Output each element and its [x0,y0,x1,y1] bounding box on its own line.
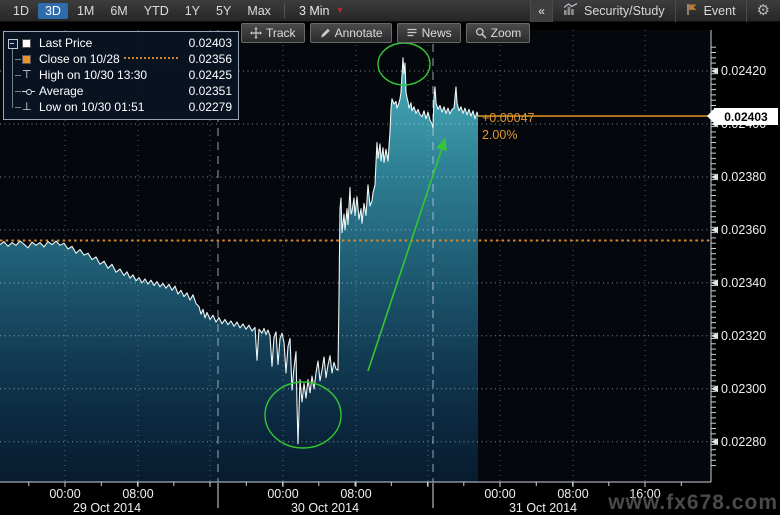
price-line [0,57,479,445]
legend-value: 0.02356 [188,52,232,66]
legend-collapse-icon[interactable] [8,39,18,49]
rally-change-value: +0.00047 [482,111,535,125]
magnifier-icon [475,27,487,39]
date-label: 29 Oct 2014 [73,501,141,514]
watermark: www.fx678.com [608,491,778,514]
button-label: News [421,26,452,40]
legend-label: High on 10/30 13:30 [39,68,148,82]
range-button-5y[interactable]: 5Y [216,3,232,18]
y-tick-label: 0.02340 [721,276,766,290]
event-button[interactable]: Event [674,0,746,22]
range-button-3d[interactable]: 3D [37,2,68,19]
chevron-double-left-icon: « [538,3,545,18]
x-tick-label: 00:00 [484,487,515,501]
x-tick-label: 16:00 [629,487,660,501]
orange-square-icon [22,54,36,64]
news-icon [406,27,418,39]
highlight-ellipse [264,381,342,449]
date-label: 31 Oct 2014 [509,501,577,514]
legend-row[interactable]: Close on 10/28 0.02356 [7,51,232,67]
white-square-icon [22,38,36,48]
y-tick-label: 0.02360 [721,223,766,237]
average-marker-icon [22,88,36,95]
range-button-6m[interactable]: 6M [110,3,128,18]
collapse-toolbar-button[interactable]: « [530,0,552,22]
button-label: Track [266,26,296,40]
area-fill [0,57,478,483]
flag-icon [686,3,698,19]
x-tick-label: 08:00 [557,487,588,501]
y-tick-label: 0.02280 [721,435,766,449]
event-label: Event [703,3,736,18]
y-tick-label: 0.02320 [721,329,766,343]
x-axis: 00:00 08:00 00:00 08:00 00:00 08:00 16:00 29 Oc… [28,482,682,514]
range-button-ytd[interactable]: YTD [143,3,169,18]
news-button[interactable]: News [396,23,461,43]
x-tick-label: 00:00 [267,487,298,501]
interval-dropdown[interactable]: 3 Min ▼ [290,4,354,18]
y-tick-label: 0.02420 [721,64,766,78]
legend-value: 0.02403 [188,36,232,50]
top-toolbar: 1D 3D 1M 6M YTD 1Y 5Y Max 3 Min ▼ « Security/St… [0,0,780,22]
legend-label: Low on 10/30 01:51 [39,100,145,114]
annotation-overlay [264,42,447,449]
range-button-max[interactable]: Max [247,3,271,18]
button-label: Zoom [490,26,522,40]
legend-row[interactable]: ⊤ High on 10/30 13:30 0.02425 [7,67,232,83]
legend-row[interactable]: Average 0.02351 [7,83,232,99]
trend-arrow [367,137,447,372]
chevron-down-icon: ▼ [335,5,345,15]
legend-tree-line [12,46,13,108]
track-button[interactable]: Track [241,23,305,43]
last-price-axis-badge: 0.02403 [707,108,778,125]
settings-button[interactable]: ⚙ [745,0,780,22]
dashed-line-sample [123,56,178,59]
legend-label: Average [39,84,84,98]
button-label: Annotate [334,26,383,40]
annotate-button[interactable]: Annotate [309,23,392,43]
legend-value: 0.02279 [188,100,232,114]
x-tick-label: 00:00 [49,487,80,501]
legend-panel: Last Price 0.02403 Close on 10/28 0.02356 ⊤ H… [3,31,239,120]
crosshair-icon [250,27,262,39]
pencil-icon [319,27,331,39]
x-tick-label: 08:00 [122,487,153,501]
interval-label: 3 Min [298,3,330,18]
highlight-ellipse [377,42,431,86]
y-tick-label: 0.02380 [721,170,766,184]
security-study-button[interactable]: Security/Study [551,0,675,22]
y-tick-label: 0.02300 [721,382,766,396]
legend-row[interactable]: ⊥ Low on 10/30 01:51 0.02279 [7,99,232,115]
security-study-label: Security/Study [583,3,665,18]
range-button-1m[interactable]: 1M [76,3,95,18]
rally-percent-value: 2.00% [482,128,518,142]
last-price-value: 0.02403 [724,109,768,124]
legend-label: Last Price [39,36,93,50]
bar-chart-icon [563,2,578,18]
legend-row[interactable]: Last Price 0.02403 [7,35,232,51]
legend-label: Close on 10/28 [39,52,120,66]
x-tick-label: 08:00 [340,487,371,501]
low-marker-icon: ⊥ [22,101,32,113]
legend-value: 0.02351 [188,84,232,98]
range-button-1d[interactable]: 1D [13,3,29,18]
high-marker-icon: ⊤ [22,69,32,81]
legend-value: 0.02425 [188,68,232,82]
y-axis: 0.02280 0.02300 0.02320 0.02340 0.02360 0.023… [711,46,766,467]
gear-icon: ⚙ [756,2,770,19]
chart-toolbar: Track Annotate News Zoom [241,23,531,43]
range-button-group: 1D 3D 1M 6M YTD 1Y 5Y Max [5,2,279,19]
date-label: 30 Oct 2014 [291,501,359,514]
zoom-button[interactable]: Zoom [465,23,531,43]
horizontal-gridlines [0,70,711,443]
rally-annotation: +0.00047 2.00% [482,110,534,144]
toolbar-separator [283,3,285,18]
range-button-1y[interactable]: 1Y [184,3,201,18]
